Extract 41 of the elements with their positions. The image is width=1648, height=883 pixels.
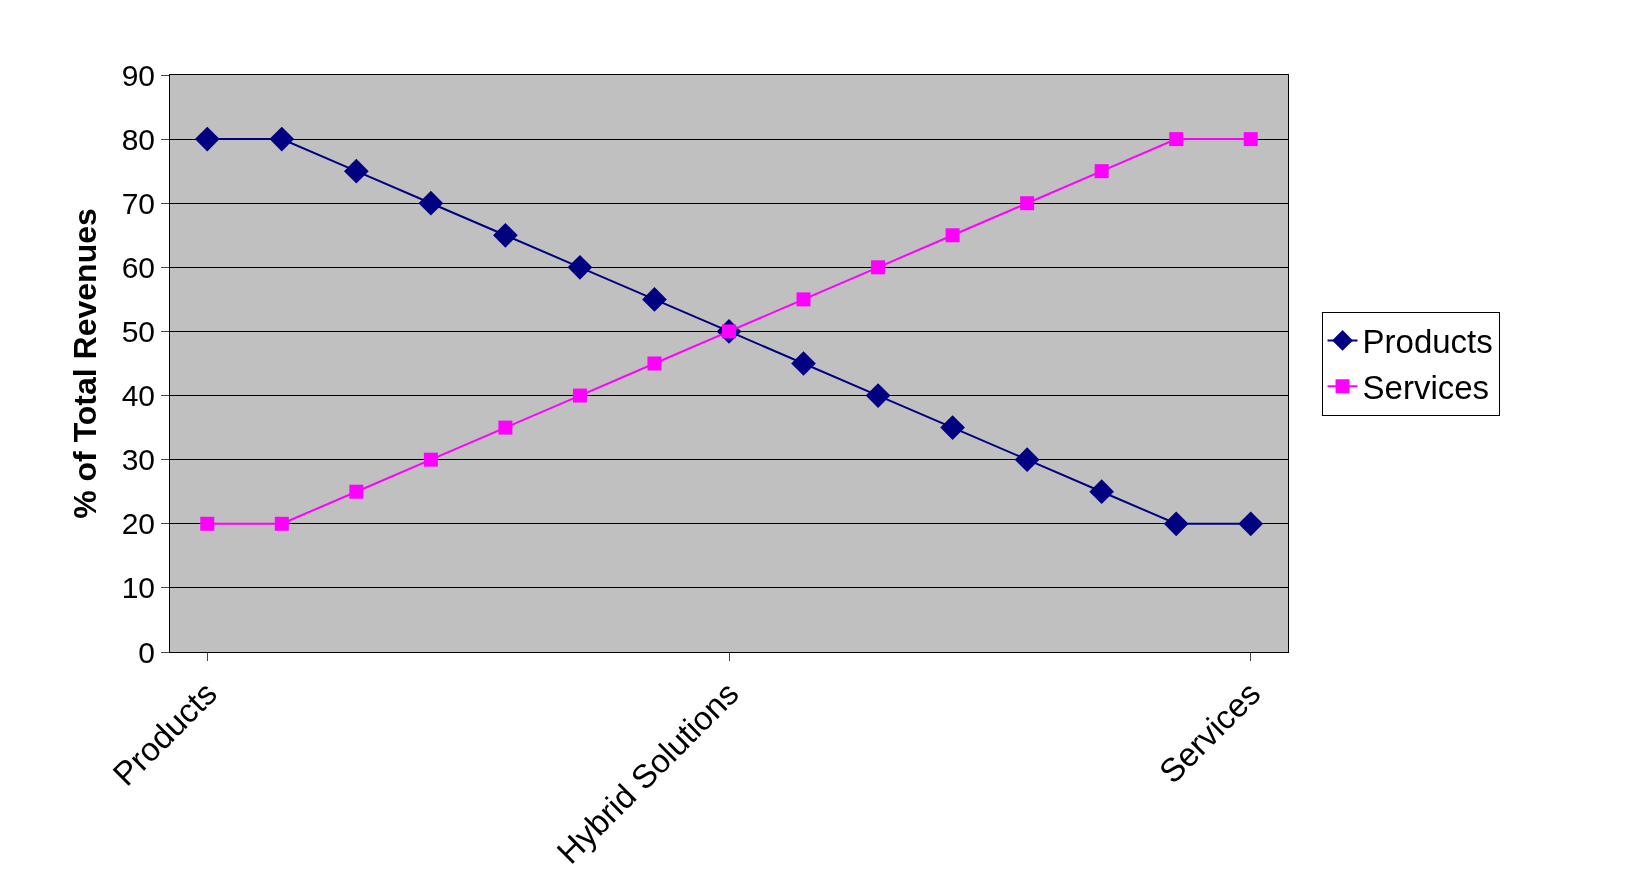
y-tick-label: 30 [121,443,155,477]
point [194,126,220,152]
point [940,415,965,440]
point [642,287,667,312]
point [1014,447,1040,473]
legend-label: Services [1362,369,1490,407]
y-tick-label: 50 [121,314,155,348]
point [1020,196,1035,211]
point [1169,132,1184,147]
point [1094,164,1109,179]
y-tick-label: 40 [121,379,155,413]
point [269,126,295,152]
point [791,351,816,376]
y-tick-label: 10 [121,571,155,605]
point [945,228,960,243]
point [343,158,369,184]
point [200,516,215,531]
point [572,388,587,403]
point [349,484,364,499]
point [423,452,438,467]
point [1163,511,1189,537]
point [1089,479,1115,505]
y-axis-title: % of Total Revenues [66,208,103,519]
point [647,356,662,371]
y-tick-label: 0 [138,635,155,669]
point [498,420,513,435]
y-tick-label: 60 [121,250,155,284]
y-tick-label: 90 [121,58,155,92]
y-tick-label: 70 [121,186,155,220]
point [418,190,444,216]
point [567,254,593,280]
point [1243,132,1258,147]
point [493,222,518,248]
y-tick-label: 20 [121,507,155,541]
point [865,383,891,408]
point [1238,511,1264,537]
y-tick-label: 80 [121,122,155,156]
legend-label: Products [1362,323,1493,361]
point [871,260,886,275]
point [274,516,289,531]
point [796,292,811,307]
